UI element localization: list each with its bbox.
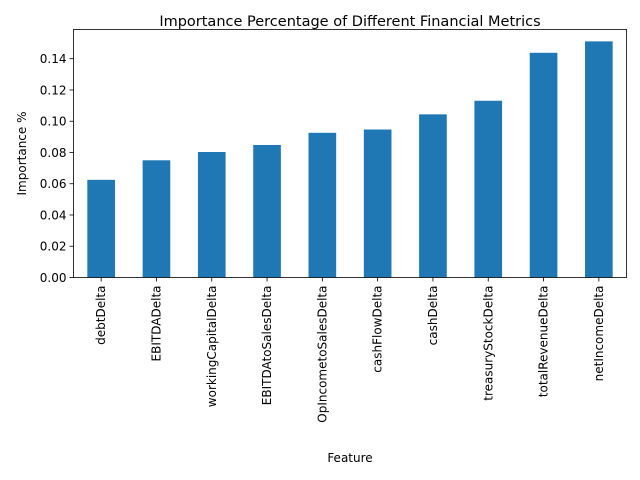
x-tick-label: debtDelta: [94, 286, 108, 345]
y-tick-label: 0.06: [40, 177, 67, 191]
bars-group: [87, 41, 613, 278]
bar-netIncomeDelta: [585, 41, 613, 278]
y-tick-label: 0.12: [40, 83, 67, 97]
x-tick-label: EBITDADelta: [149, 286, 163, 362]
y-axis-label: Importance %: [15, 112, 29, 196]
bar-cashDelta: [419, 114, 447, 278]
x-tick-label: treasuryStockDelta: [481, 286, 495, 401]
bar-debtDelta: [87, 179, 115, 278]
x-tick-label: EBITDAtoSalesDelta: [260, 286, 274, 406]
bar-treasuryStockDelta: [474, 100, 503, 278]
y-tick-label: 0.10: [40, 115, 67, 129]
x-tick-label: cashDelta: [426, 286, 440, 346]
chart-title: Importance Percentage of Different Finan…: [159, 14, 540, 30]
y-axis-ticks: 0.00 0.02 0.04 0.06 0.08 0.10 0.12 0.14: [40, 52, 74, 285]
y-tick-label: 0.08: [40, 146, 67, 160]
x-axis-label: Feature: [327, 451, 372, 465]
bar-totalRevenueDelta: [529, 52, 558, 278]
y-tick-label: 0.04: [40, 208, 67, 222]
bar-cashFlowDelta: [363, 129, 392, 278]
bar-OpIncometoSalesDelta: [308, 132, 337, 278]
x-axis-ticks: debtDelta EBITDADelta workingCapitalDelta E…: [94, 277, 606, 423]
x-tick-label: netIncomeDelta: [592, 286, 606, 382]
y-tick-label: 0.14: [40, 52, 67, 66]
bar-workingCapitalDelta: [197, 152, 226, 278]
bar-EBITDAtoSalesDelta: [253, 144, 281, 278]
x-tick-label: workingCapitalDelta: [205, 286, 219, 408]
x-tick-label: cashFlowDelta: [371, 286, 385, 373]
x-tick-label: totalRevenueDelta: [537, 286, 551, 398]
bar-EBITDADelta: [142, 160, 171, 278]
x-tick-label: OpIncometoSalesDelta: [315, 286, 329, 423]
y-tick-label: 0.02: [40, 240, 67, 254]
y-tick-label: 0.00: [40, 271, 67, 285]
plot-frame: [73, 29, 627, 278]
